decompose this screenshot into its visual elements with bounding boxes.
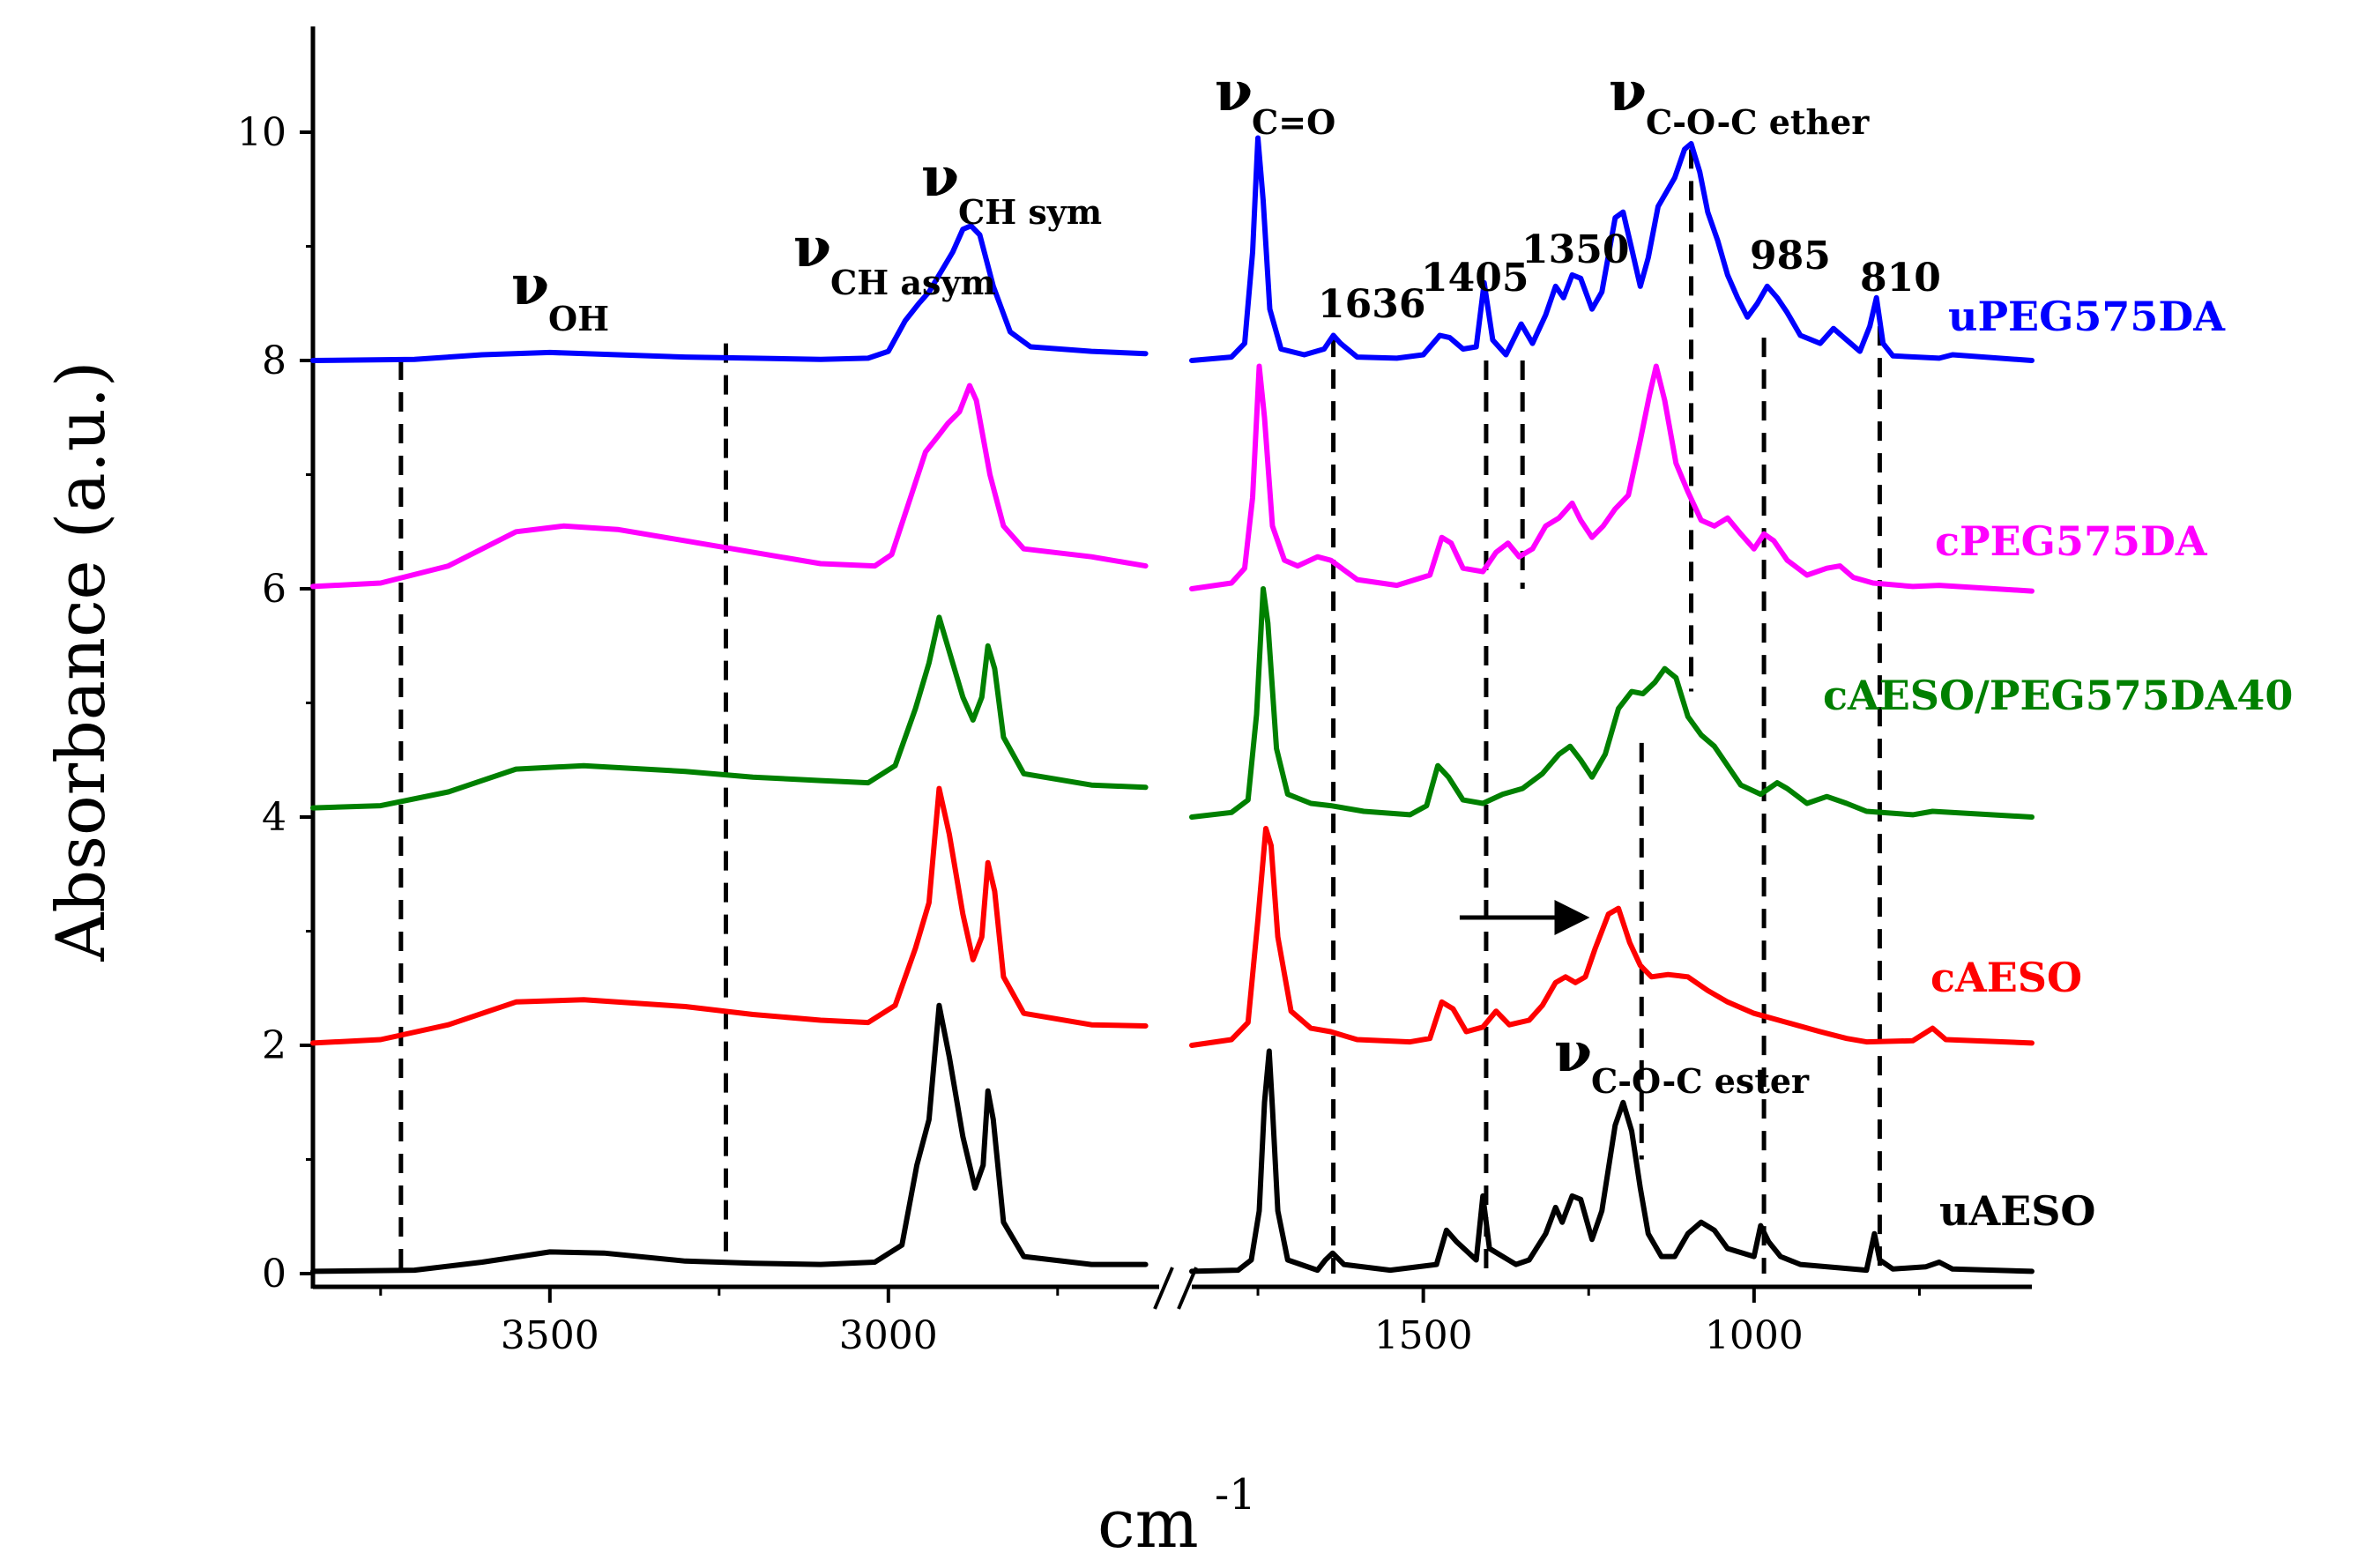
series-line-cAESO-left <box>310 785 1149 1046</box>
series-line-uAESO-left <box>310 1002 1149 1274</box>
series-line-cPEG575DA-left <box>310 383 1149 590</box>
svg-text:cm: cm <box>1097 1484 1199 1563</box>
peak-label-1636: 1636 <box>1318 282 1425 327</box>
x-axis-title: cm -1 <box>1097 1470 1256 1563</box>
band-label-oh: ν OH <box>511 253 609 338</box>
y-tick-label: 2 <box>262 1023 286 1068</box>
peak-label-810: 810 <box>1860 256 1941 301</box>
band-label-co: ν C=O <box>1215 59 1335 142</box>
series-label-cPEG575DA: cPEG575DA <box>1935 517 2208 565</box>
series-label-uPEG575DA: uPEG575DA <box>1948 293 2226 340</box>
dashed-guides <box>398 149 1882 1274</box>
x-ticks: 3500 3000 1500 1000 <box>379 1287 1921 1358</box>
band-label-coc-ether: ν C-O-C ether <box>1609 59 1870 142</box>
peak-label-985: 985 <box>1750 234 1831 279</box>
svg-text:CH sym: CH sym <box>958 192 1102 232</box>
y-ticks: 0 2 4 6 8 10 <box>237 110 313 1297</box>
x-tick-label: 1500 <box>1374 1313 1473 1358</box>
svg-text:OH: OH <box>548 299 609 338</box>
svg-text:ν: ν <box>793 215 831 279</box>
svg-text:C=O: C=O <box>1252 102 1335 142</box>
y-tick-label: 6 <box>262 567 286 612</box>
svg-text:ν: ν <box>1554 1020 1592 1084</box>
svg-text:C-O-C ether: C-O-C ether <box>1646 102 1870 142</box>
band-label-ch-sym: ν CH sym <box>921 145 1102 232</box>
series-line-uPEG575DA-right <box>1189 135 2035 363</box>
x-tick-label: 3000 <box>839 1313 938 1358</box>
y-tick-label: 10 <box>237 110 286 155</box>
svg-text:ν: ν <box>1215 59 1253 123</box>
series-line-cAESO-PEG575DA40-right <box>1189 586 2035 820</box>
x-tick-label: 3500 <box>501 1313 599 1358</box>
svg-text:ν: ν <box>921 145 959 209</box>
y-tick-label: 8 <box>262 338 286 383</box>
svg-text:C-O-C ester: C-O-C ester <box>1591 1061 1810 1101</box>
series-label-uAESO: uAESO <box>1939 1187 2096 1235</box>
x-tick-label: 1000 <box>1705 1313 1804 1358</box>
axes <box>310 26 2032 1310</box>
series-label-cAESO: cAESO <box>1930 954 2082 1001</box>
peak-label-1350: 1350 <box>1521 227 1629 272</box>
series-line-cPEG575DA-right <box>1189 363 2035 594</box>
y-axis-title: Absorbance (a.u.) <box>41 360 120 962</box>
svg-text:CH asym: CH asym <box>830 263 996 302</box>
svg-text:ν: ν <box>1609 59 1647 123</box>
series-group <box>310 135 2035 1274</box>
axis-break-mark <box>1153 1267 1174 1310</box>
band-label-coc-ester: ν C-O-C ester <box>1554 1020 1810 1101</box>
y-tick-label: 0 <box>262 1252 286 1297</box>
series-line-uPEG575DA-left <box>310 223 1149 363</box>
series-line-cAESO-PEG575DA40-left <box>310 614 1149 811</box>
peak-label-1405: 1405 <box>1421 256 1529 301</box>
series-label-cAESO-PEG575DA40: cAESO/PEG575DA40 <box>1823 672 2293 719</box>
y-tick-label: 4 <box>262 795 286 840</box>
series-line-uAESO-right <box>1189 1048 2035 1274</box>
svg-text:-1: -1 <box>1215 1470 1256 1520</box>
svg-text:ν: ν <box>511 253 549 317</box>
band-label-ch-asym: ν CH asym <box>793 215 996 302</box>
series-line-cAESO-right <box>1189 826 2035 1048</box>
axis-break-mark <box>1177 1267 1198 1310</box>
